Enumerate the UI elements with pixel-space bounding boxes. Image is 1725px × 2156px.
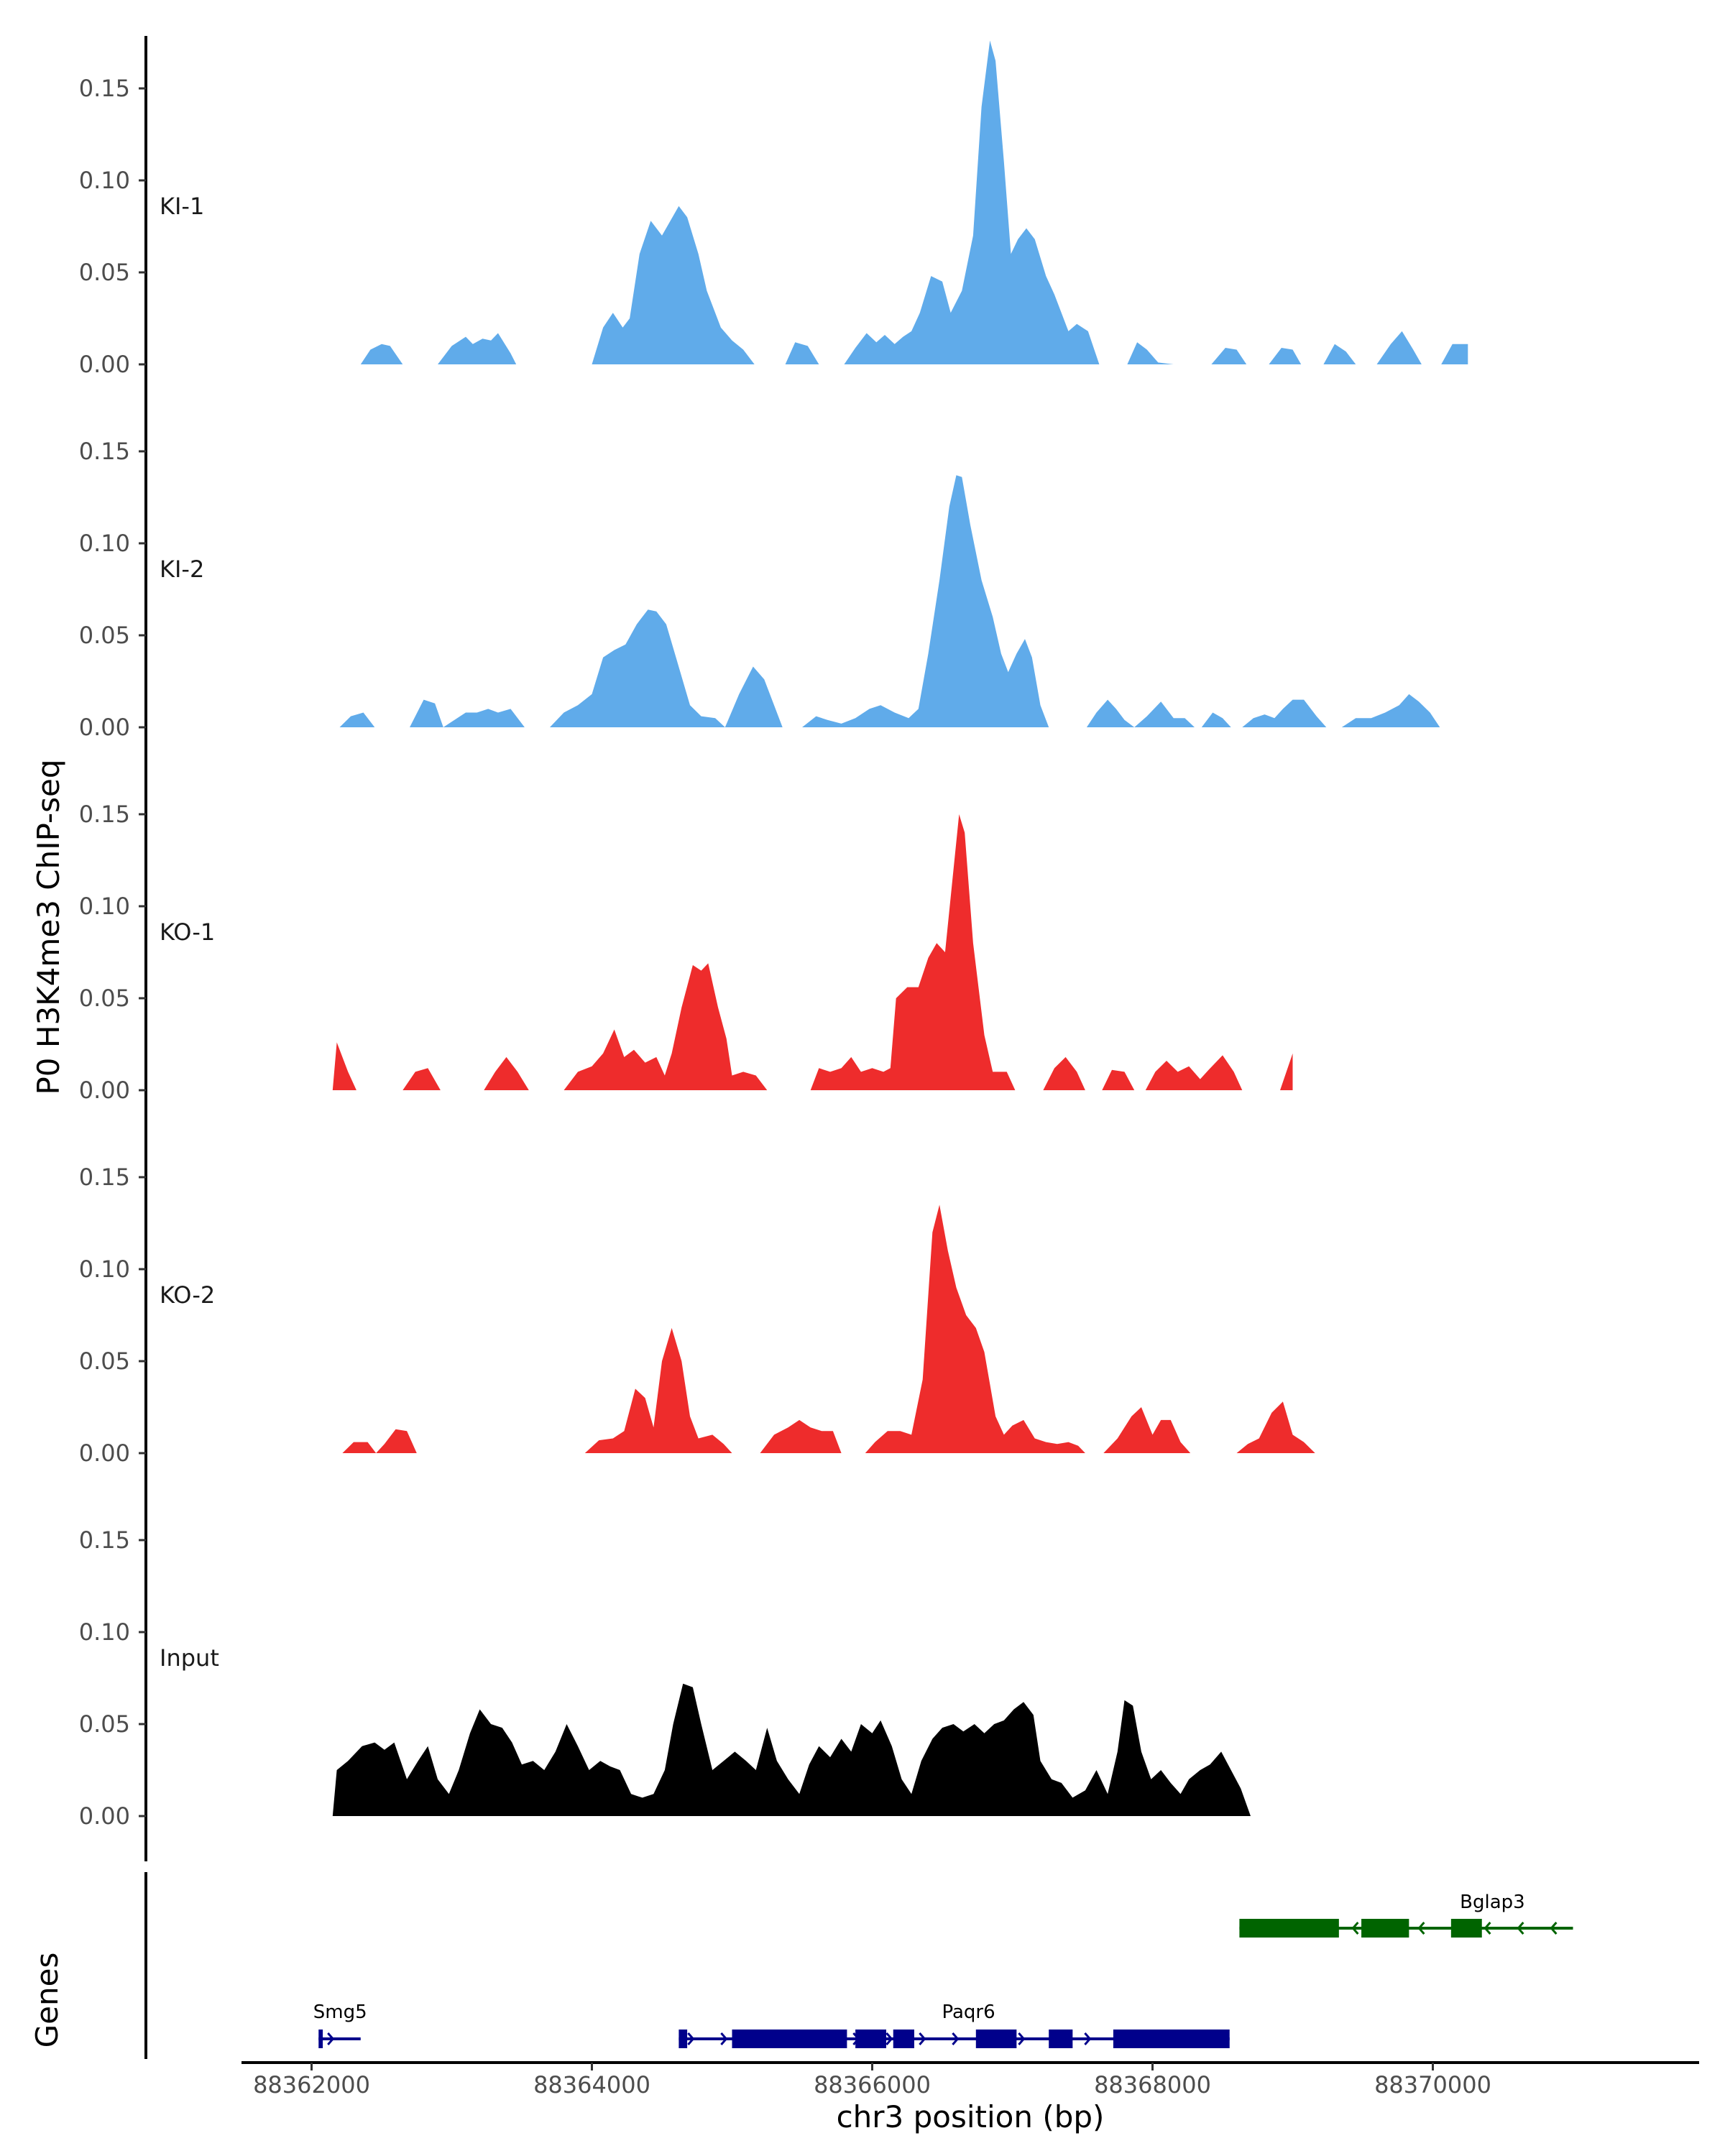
strand-arrow	[1084, 2032, 1092, 2045]
exon	[1239, 1919, 1339, 1938]
tracks-layer: 0.00 0.05 0.10 0.15 KI-1 0.00 0.05 0.10 0.15 KI-2…	[79, 36, 1468, 1861]
strand-arrow	[1484, 1922, 1491, 1935]
track-panel-ko-1: 0.00 0.05 0.10 0.15 KO-1	[79, 762, 1293, 1135]
y-tick-label: 0.15	[79, 1526, 130, 1554]
strand-arrow	[919, 2032, 926, 2045]
y-tick-label: 0.00	[79, 1077, 130, 1104]
exon	[318, 2030, 323, 2048]
y-tick-label: 0.05	[79, 1710, 130, 1738]
y-tick-label: 0.15	[79, 75, 130, 102]
gene-label: Paqr6	[942, 2001, 995, 2023]
strand-arrow	[1550, 1922, 1558, 1935]
track-label: KO-1	[160, 918, 215, 946]
x-axis: 88362000 88364000 88366000 88368000 88370000	[242, 2061, 1699, 2099]
y-tick-label: 0.05	[79, 622, 130, 649]
signal-area	[342, 1204, 1315, 1453]
x-tick-label: 88366000	[814, 2071, 931, 2099]
x-tick-label: 88368000	[1094, 2071, 1211, 2099]
y-tick-label: 0.00	[79, 1439, 130, 1467]
y-tick-label: 0.00	[79, 1802, 130, 1830]
strand-arrow	[327, 2032, 335, 2045]
genes-layer: Smg5 Paqr6 Bglap3	[144, 1872, 1573, 2059]
exon	[975, 2030, 1017, 2048]
gene-label: Smg5	[313, 2001, 367, 2023]
y-tick-label: 0.05	[79, 1348, 130, 1375]
strand-arrow	[720, 2032, 728, 2045]
y-tick-label: 0.15	[79, 438, 130, 465]
strand-arrow	[1417, 1922, 1425, 1935]
exon	[1113, 2030, 1230, 2048]
signal-area	[332, 814, 1293, 1090]
genes-axis-title: Genes	[29, 1953, 65, 2048]
track-panel-ki-1: 0.00 0.05 0.10 0.15 KI-1	[79, 36, 1468, 410]
strand-arrow	[1018, 2032, 1026, 2045]
signal-area	[360, 40, 1468, 365]
track-label: KI-2	[160, 556, 204, 583]
y-tick-label: 0.10	[79, 530, 130, 557]
signal-area	[332, 1683, 1251, 1816]
y-tick-label: 0.15	[79, 1164, 130, 1191]
exon	[893, 2030, 914, 2048]
x-tick-label: 88370000	[1374, 2071, 1491, 2099]
gene-label: Bglap3	[1460, 1892, 1525, 1913]
gene-bglap3: Bglap3	[1239, 1892, 1573, 1938]
strand-arrow	[886, 2032, 893, 2045]
y-tick-label: 0.15	[79, 801, 130, 828]
signal-area	[339, 475, 1440, 727]
strand-arrow	[1517, 1922, 1524, 1935]
y-tick-label: 0.10	[79, 1256, 130, 1283]
y-axis-title: P0 H3K4me3 ChIP-seq	[31, 759, 66, 1095]
exon	[855, 2030, 886, 2048]
strand-arrow	[687, 2032, 695, 2045]
x-axis-title: chr3 position (bp)	[837, 2099, 1105, 2134]
gene-paqr6: Paqr6	[678, 2001, 1230, 2048]
track-panel-ki-2: 0.00 0.05 0.10 0.15 KI-2	[79, 399, 1440, 773]
exon	[732, 2030, 847, 2048]
track-label: KI-1	[160, 193, 204, 220]
y-tick-label: 0.10	[79, 167, 130, 194]
track-label: Input	[160, 1644, 219, 1672]
x-tick-label: 88364000	[533, 2071, 650, 2099]
track-label: KO-2	[160, 1281, 215, 1309]
gene-smg5: Smg5	[313, 2001, 367, 2048]
y-tick-label: 0.05	[79, 259, 130, 286]
strand-arrow	[952, 2032, 960, 2045]
y-tick-label: 0.10	[79, 1618, 130, 1646]
y-tick-label: 0.00	[79, 714, 130, 741]
exon	[678, 2030, 688, 2048]
track-panel-ko-2: 0.00 0.05 0.10 0.15 KO-2	[79, 1125, 1315, 1498]
x-tick-label: 88362000	[253, 2071, 370, 2099]
y-tick-label: 0.05	[79, 985, 130, 1012]
y-tick-label: 0.00	[79, 351, 130, 378]
y-tick-label: 0.10	[79, 893, 130, 920]
track-panel-input: 0.00 0.05 0.10 0.15 Input	[79, 1488, 1251, 1861]
exon	[1049, 2030, 1073, 2048]
exon	[1450, 1919, 1482, 1938]
strand-arrow	[1351, 1922, 1359, 1935]
exon	[1361, 1919, 1409, 1938]
